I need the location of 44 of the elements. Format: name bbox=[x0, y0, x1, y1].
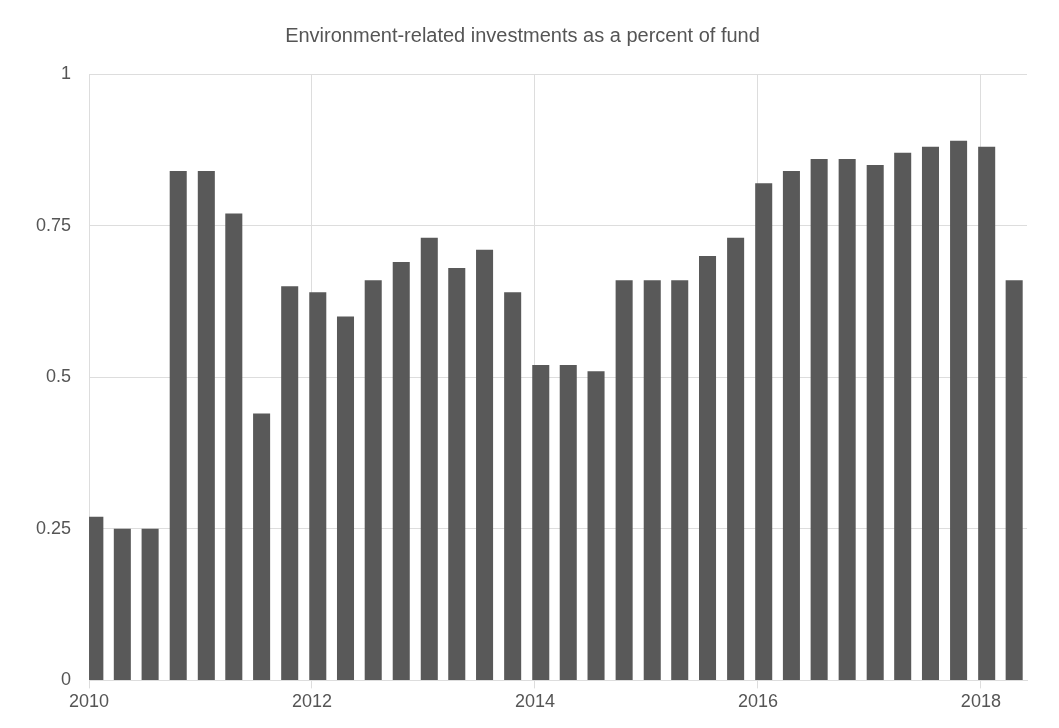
y-tick-label: 0.5 bbox=[46, 366, 72, 387]
bar bbox=[253, 413, 271, 680]
bar bbox=[699, 255, 717, 680]
bar bbox=[169, 171, 187, 680]
bar bbox=[866, 164, 884, 680]
y-tick-label: 1 bbox=[61, 62, 72, 83]
chart-title: Environment-related investments as a percent of fund bbox=[285, 23, 760, 46]
x-tick-label: 2018 bbox=[960, 691, 1001, 712]
bar bbox=[197, 171, 215, 680]
bar bbox=[309, 292, 327, 680]
y-tick-label: 0.25 bbox=[35, 517, 72, 538]
bar bbox=[532, 365, 550, 680]
x-tick-label: 2012 bbox=[291, 691, 333, 712]
y-tick-label: 0.75 bbox=[35, 214, 72, 235]
bar bbox=[420, 237, 438, 680]
bar bbox=[810, 158, 828, 680]
bar bbox=[950, 140, 968, 680]
bar bbox=[448, 268, 466, 680]
bar bbox=[838, 158, 856, 680]
bar bbox=[587, 371, 605, 680]
bar bbox=[281, 286, 299, 680]
bar bbox=[894, 152, 912, 680]
bar bbox=[1005, 280, 1023, 680]
bar bbox=[336, 316, 355, 680]
x-tick-label: 2014 bbox=[514, 691, 555, 712]
x-tick-label: 2016 bbox=[737, 691, 778, 712]
bar bbox=[671, 280, 689, 680]
bar bbox=[392, 261, 410, 680]
bar bbox=[727, 237, 745, 680]
y-tick-label: 0 bbox=[61, 669, 72, 690]
bar bbox=[782, 171, 800, 680]
bar bbox=[755, 183, 773, 680]
bar bbox=[141, 528, 159, 680]
bar bbox=[476, 249, 494, 680]
bar bbox=[113, 528, 131, 680]
bar bbox=[504, 292, 522, 680]
bar bbox=[978, 146, 996, 680]
bar bbox=[643, 280, 661, 680]
x-tick-label: 2010 bbox=[69, 691, 110, 712]
bar bbox=[225, 213, 243, 680]
bar bbox=[921, 146, 940, 680]
bar bbox=[615, 280, 633, 680]
bar bbox=[364, 280, 382, 680]
bar bbox=[559, 365, 577, 680]
